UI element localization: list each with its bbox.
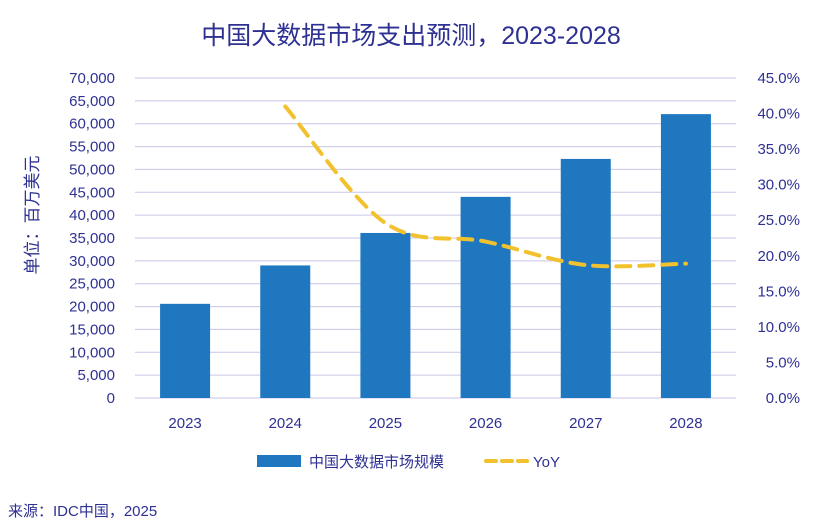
left-tick-label: 50,000 — [69, 161, 115, 178]
x-tick-label: 2024 — [269, 415, 302, 432]
x-tick-label: 2026 — [469, 415, 502, 432]
right-axis-ticks: 0.0% 5.0% 10.0% 15.0% 20.0% 25.0% 30.0% 35.0% 40… — [757, 70, 800, 407]
right-tick-label: 30.0% — [757, 177, 800, 194]
bar — [460, 196, 511, 398]
y-axis-label: 单位：百万美元 — [23, 156, 42, 275]
yoy-line-series — [283, 104, 688, 269]
x-tick-label: 2028 — [669, 415, 702, 432]
x-tick-label: 2025 — [369, 415, 402, 432]
right-tick-label: 40.0% — [757, 106, 800, 123]
legend-bar-label: 中国大数据市场规模 — [309, 454, 444, 471]
right-tick-label: 10.0% — [757, 319, 800, 336]
yoy-line — [283, 104, 688, 269]
source-note: 来源：IDC中国，2025 — [8, 503, 157, 520]
right-tick-label: 35.0% — [757, 141, 800, 158]
bar — [360, 232, 411, 398]
chart-title: 中国大数据市场支出预测，2023-2028 — [201, 22, 621, 50]
right-tick-label: 0.0% — [766, 390, 800, 407]
left-axis-ticks: 0 5,000 10,000 15,000 20,000 25,000 30,000 35,0… — [69, 70, 115, 407]
right-tick-label: 5.0% — [766, 354, 800, 371]
right-tick-label: 20.0% — [757, 248, 800, 265]
left-tick-label: 30,000 — [69, 253, 115, 270]
bar-series — [160, 114, 711, 398]
left-tick-label: 55,000 — [69, 139, 115, 156]
left-tick-label: 10,000 — [69, 344, 115, 361]
legend: 中国大数据市场规模 YoY — [257, 454, 560, 471]
bar — [260, 265, 311, 398]
left-tick-label: 45,000 — [69, 184, 115, 201]
legend-bar-swatch — [257, 455, 301, 467]
left-tick-label: 65,000 — [69, 93, 115, 110]
bar — [660, 114, 711, 398]
left-tick-label: 40,000 — [69, 207, 115, 224]
right-tick-label: 25.0% — [757, 212, 800, 229]
left-tick-label: 60,000 — [69, 116, 115, 133]
left-tick-label: 35,000 — [69, 230, 115, 247]
x-tick-label: 2023 — [168, 415, 201, 432]
left-tick-label: 0 — [107, 390, 115, 407]
left-tick-label: 5,000 — [77, 367, 115, 384]
left-tick-label: 25,000 — [69, 276, 115, 293]
right-tick-label: 15.0% — [757, 283, 800, 300]
left-tick-label: 15,000 — [69, 321, 115, 338]
right-tick-label: 45.0% — [757, 70, 800, 87]
bar — [160, 303, 211, 398]
left-tick-label: 70,000 — [69, 70, 115, 87]
x-axis-ticks: 2023 2024 2025 2026 2027 2028 — [168, 415, 702, 432]
legend-line-label: YoY — [533, 454, 560, 471]
left-tick-label: 20,000 — [69, 299, 115, 316]
gridlines — [135, 77, 736, 399]
bar — [560, 158, 611, 398]
x-tick-label: 2027 — [569, 415, 602, 432]
